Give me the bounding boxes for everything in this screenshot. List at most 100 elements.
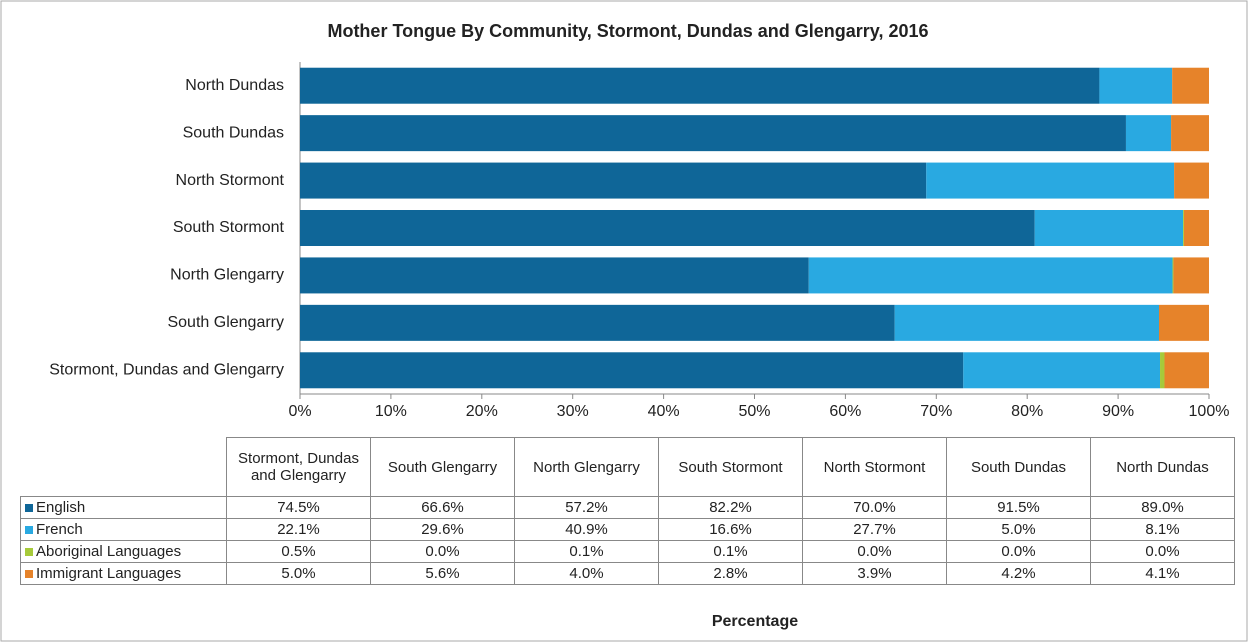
- table-cell: 5.6%: [370, 562, 515, 585]
- table-cell: 5.0%: [946, 518, 1091, 541]
- data-row: Aboriginal Languages 0.5% 0.0% 0.1% 0.1% 0.0%…: [20, 540, 1235, 563]
- legend-label: English: [36, 499, 86, 516]
- table-cell: 40.9%: [514, 518, 659, 541]
- table-cell: 3.9%: [802, 562, 947, 585]
- column-header: South Glengarry: [370, 437, 515, 497]
- x-tick-label: 20%: [466, 403, 498, 420]
- legend-swatch: [25, 526, 33, 534]
- table-cell: 2.8%: [658, 562, 803, 585]
- table-cell: 0.0%: [1090, 540, 1235, 563]
- table-cell: 0.1%: [514, 540, 659, 563]
- bar-segment: [1172, 67, 1209, 104]
- legend-label: Aboriginal Languages: [36, 543, 182, 560]
- data-row: Immigrant Languages 5.0% 5.6% 4.0% 2.8% 3.9% 4…: [20, 562, 1235, 585]
- data-table: Stormont, Dundas and Glengarry South Glen…: [20, 437, 1235, 585]
- legend-entry: English: [20, 496, 227, 519]
- bar-segment: [1172, 257, 1174, 294]
- legend-entry: Immigrant Languages: [20, 562, 227, 585]
- table-cell: 4.1%: [1090, 562, 1235, 585]
- table-cell: 4.0%: [514, 562, 659, 585]
- column-header: North Dundas: [1090, 437, 1235, 497]
- table-cell: 0.0%: [946, 540, 1091, 563]
- table-cell: 0.0%: [802, 540, 947, 563]
- y-tick-label: North Glengarry: [170, 267, 284, 284]
- bar-segment: [1183, 210, 1209, 246]
- bar-segment: [300, 162, 927, 199]
- bar-segment: [1099, 67, 1173, 104]
- header-row: Stormont, Dundas and Glengarry South Glen…: [21, 437, 1235, 497]
- table-cell: 70.0%: [802, 496, 947, 519]
- bar-segment: [1174, 162, 1209, 199]
- x-tick-label: 100%: [1189, 403, 1230, 420]
- data-row: French 22.1% 29.6% 40.9% 16.6% 27.7% 5.0% 8.1%: [20, 518, 1235, 541]
- bar-segment: [1164, 352, 1209, 389]
- table-cell: 0.0%: [370, 540, 515, 563]
- bar-segment: [1173, 257, 1209, 294]
- bar-segment: [300, 67, 1100, 104]
- column-header: South Stormont: [658, 437, 803, 497]
- table-cell: 22.1%: [226, 518, 371, 541]
- x-tick-label: 10%: [375, 403, 407, 420]
- table-cell: 5.0%: [226, 562, 371, 585]
- bar-segment: [1158, 304, 1209, 341]
- table-cell: 4.2%: [946, 562, 1091, 585]
- bar-segment: [963, 352, 1161, 389]
- y-tick-label: Stormont, Dundas and Glengarry: [49, 362, 284, 379]
- legend-swatch: [25, 504, 33, 512]
- legend-entry: Aboriginal Languages: [20, 540, 227, 563]
- x-tick-label: 50%: [738, 403, 770, 420]
- table-cell: 91.5%: [946, 496, 1091, 519]
- table-cell: 82.2%: [658, 496, 803, 519]
- y-tick-label: South Dundas: [183, 124, 284, 141]
- table-cell: 89.0%: [1090, 496, 1235, 519]
- bar-segment: [926, 162, 1175, 199]
- bar-segment: [1125, 115, 1172, 152]
- bar-segment: [1171, 115, 1209, 152]
- legend-label: Immigrant Languages: [36, 565, 182, 582]
- column-header: North Glengarry: [514, 437, 659, 497]
- bar-segment: [1034, 210, 1184, 246]
- x-tick-label: 60%: [829, 403, 861, 420]
- y-tick-label: North Stormont: [176, 172, 285, 189]
- y-tick-label: South Glengarry: [167, 314, 284, 331]
- x-axis-label: Percentage: [712, 613, 798, 630]
- y-tick-label: South Stormont: [173, 219, 285, 236]
- corner: [21, 438, 227, 497]
- x-tick-label: 0%: [288, 403, 311, 420]
- bar-segment: [300, 210, 1035, 246]
- column-header: Stormont, Dundas and Glengarry: [226, 437, 371, 497]
- legend-swatch: [25, 548, 33, 556]
- chart-title: Mother Tongue By Community, Stormont, Du…: [327, 21, 928, 41]
- column-header: North Stormont: [802, 437, 947, 497]
- table-cell: 16.6%: [658, 518, 803, 541]
- bar-segment: [300, 115, 1126, 152]
- bar-segment: [894, 304, 1159, 341]
- bar-segment: [300, 352, 964, 389]
- x-tick-label: 80%: [1011, 403, 1043, 420]
- table-cell: 57.2%: [514, 496, 659, 519]
- table-cell: 66.6%: [370, 496, 515, 519]
- bar-segment: [808, 257, 1173, 294]
- bar-segment: [1160, 352, 1165, 389]
- x-tick-label: 40%: [648, 403, 680, 420]
- table-cell: 8.1%: [1090, 518, 1235, 541]
- bar-segment: [300, 257, 809, 294]
- bar-segment: [300, 304, 895, 341]
- y-tick-label: North Dundas: [185, 77, 284, 94]
- bar-segment: [1183, 210, 1184, 246]
- data-row: English 74.5% 66.6% 57.2% 82.2% 70.0% 91.5% 89.…: [20, 496, 1235, 519]
- legend-entry: French: [20, 518, 227, 541]
- table-cell: 27.7%: [802, 518, 947, 541]
- x-tick-label: 90%: [1102, 403, 1134, 420]
- legend-label: French: [36, 521, 83, 538]
- x-tick-label: 30%: [557, 403, 589, 420]
- table-cell: 74.5%: [226, 496, 371, 519]
- table-cell: 29.6%: [370, 518, 515, 541]
- table-cell: 0.1%: [658, 540, 803, 563]
- x-tick-label: 70%: [920, 403, 952, 420]
- table-cell: 0.5%: [226, 540, 371, 563]
- column-header: South Dundas: [946, 437, 1091, 497]
